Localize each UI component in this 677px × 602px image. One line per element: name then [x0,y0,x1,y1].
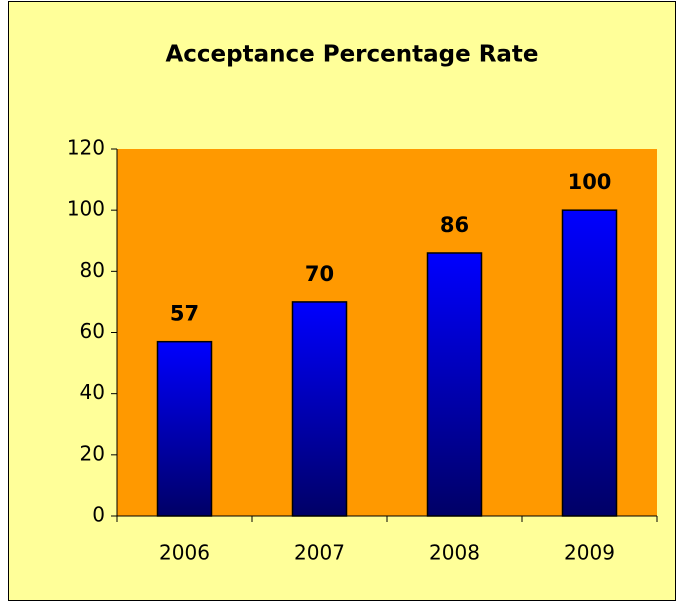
data-label: 86 [440,213,469,237]
bar [156,340,213,517]
chart-title: Acceptance Percentage Rate [165,42,538,68]
y-tick-label: 20 [80,441,105,465]
y-tick-label: 100 [67,197,105,221]
bar [426,252,483,517]
data-label: 100 [568,170,612,194]
x-tick-label: 2008 [429,541,480,565]
y-tick-label: 0 [92,503,105,527]
x-tick-label: 2006 [159,541,210,565]
bar [561,209,618,517]
y-tick-label: 60 [80,319,105,343]
x-tick-label: 2007 [294,541,345,565]
x-tick-label: 2009 [564,541,615,565]
data-label: 57 [170,302,199,326]
bar [291,301,348,517]
data-label: 70 [305,262,334,286]
y-tick-label: 80 [80,258,105,282]
y-tick-label: 120 [67,136,105,160]
y-tick-label: 40 [80,380,105,404]
